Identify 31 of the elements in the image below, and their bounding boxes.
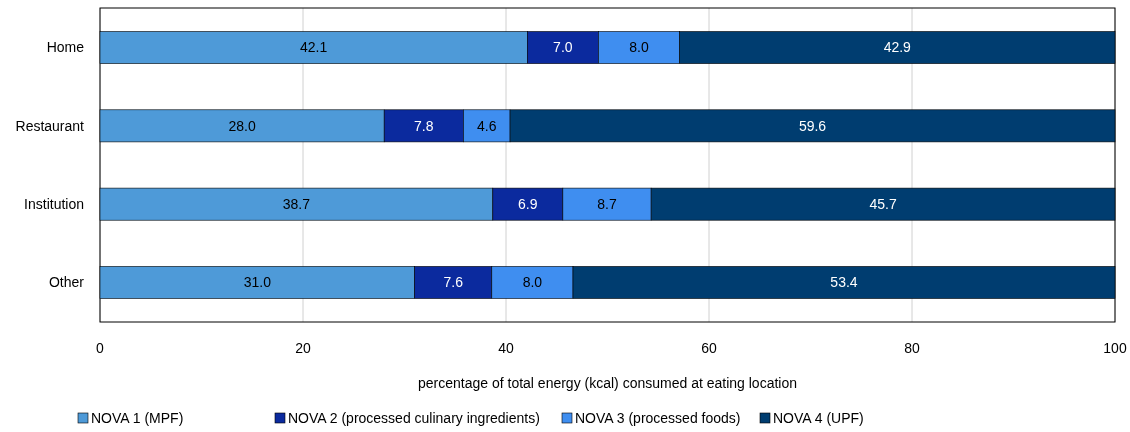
data-label: 38.7	[282, 196, 311, 213]
y-tick-label: Institution	[24, 196, 84, 213]
data-label: 42.9	[883, 39, 912, 56]
x-axis-title: percentage of total energy (kcal) consumed at eating location	[417, 374, 798, 391]
data-label: 8.0	[522, 274, 543, 291]
data-label: 7.6	[443, 274, 464, 291]
x-tick-label: 0	[96, 339, 105, 356]
data-label: 31.0	[243, 274, 272, 291]
data-label: 42.1	[300, 39, 328, 56]
x-tick-label: 40	[498, 339, 514, 356]
data-label: 4.6	[476, 117, 497, 134]
data-label: 7.8	[414, 117, 434, 134]
data-label: 53.4	[830, 274, 858, 291]
x-tick-label: 60	[701, 339, 717, 356]
y-tick-label: Other	[48, 274, 85, 291]
x-tick-label: 20	[295, 339, 311, 356]
x-tick-label: 80	[904, 339, 920, 356]
x-tick-label: 100	[1103, 339, 1127, 356]
legend-label: NOVA 3 (processed foods)	[575, 409, 741, 426]
legend-label: NOVA 1 (MPF)	[91, 409, 184, 426]
data-label: 8.0	[629, 39, 649, 56]
data-label: 28.0	[228, 117, 256, 134]
data-label: 7.0	[553, 39, 573, 56]
data-label: 45.7	[869, 196, 897, 213]
legend-label: NOVA 2 (processed culinary ingredients)	[288, 409, 540, 426]
data-label: 6.9	[518, 196, 538, 213]
legend-label: NOVA 4 (UPF)	[773, 409, 864, 426]
y-tick-label: Home	[46, 39, 85, 56]
data-label: 59.6	[798, 117, 827, 134]
y-tick-label: Restaurant	[15, 117, 85, 134]
data-label: 8.7	[597, 196, 617, 213]
